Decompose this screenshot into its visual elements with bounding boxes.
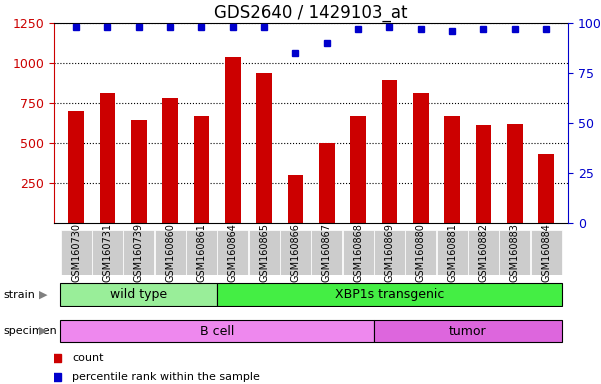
Bar bbox=[413, 93, 429, 223]
Text: specimen: specimen bbox=[3, 326, 56, 336]
Text: strain: strain bbox=[3, 290, 35, 300]
FancyBboxPatch shape bbox=[374, 230, 405, 275]
FancyBboxPatch shape bbox=[280, 230, 311, 275]
FancyBboxPatch shape bbox=[531, 230, 561, 275]
FancyBboxPatch shape bbox=[468, 230, 499, 275]
Text: GSM160730: GSM160730 bbox=[71, 223, 81, 282]
FancyBboxPatch shape bbox=[311, 230, 342, 275]
Bar bbox=[256, 73, 272, 223]
Text: ▶: ▶ bbox=[39, 290, 47, 300]
FancyBboxPatch shape bbox=[217, 283, 562, 306]
Text: percentile rank within the sample: percentile rank within the sample bbox=[72, 372, 260, 382]
FancyBboxPatch shape bbox=[61, 230, 91, 275]
Text: XBP1s transgenic: XBP1s transgenic bbox=[335, 288, 444, 301]
Text: wild type: wild type bbox=[110, 288, 167, 301]
Bar bbox=[100, 93, 115, 223]
Text: ▶: ▶ bbox=[39, 326, 47, 336]
FancyBboxPatch shape bbox=[374, 320, 562, 343]
Bar bbox=[319, 143, 335, 223]
Text: GSM160865: GSM160865 bbox=[259, 223, 269, 282]
Text: GSM160739: GSM160739 bbox=[133, 223, 144, 282]
FancyBboxPatch shape bbox=[405, 230, 436, 275]
Bar bbox=[538, 154, 554, 223]
FancyBboxPatch shape bbox=[217, 230, 248, 275]
FancyBboxPatch shape bbox=[186, 230, 217, 275]
Title: GDS2640 / 1429103_at: GDS2640 / 1429103_at bbox=[215, 4, 407, 22]
Text: GSM160864: GSM160864 bbox=[228, 223, 237, 282]
Text: GSM160861: GSM160861 bbox=[197, 223, 206, 282]
Bar bbox=[350, 116, 366, 223]
FancyBboxPatch shape bbox=[248, 230, 279, 275]
Text: GSM160866: GSM160866 bbox=[290, 223, 300, 282]
Bar bbox=[507, 124, 522, 223]
Text: GSM160869: GSM160869 bbox=[385, 223, 394, 282]
Text: GSM160881: GSM160881 bbox=[447, 223, 457, 282]
Text: GSM160880: GSM160880 bbox=[416, 223, 426, 282]
Text: GSM160860: GSM160860 bbox=[165, 223, 175, 282]
Text: GSM160882: GSM160882 bbox=[478, 223, 489, 282]
Text: GSM160884: GSM160884 bbox=[541, 223, 551, 282]
Text: GSM160883: GSM160883 bbox=[510, 223, 520, 282]
Text: tumor: tumor bbox=[449, 325, 486, 338]
Text: B cell: B cell bbox=[200, 325, 234, 338]
FancyBboxPatch shape bbox=[60, 283, 217, 306]
Bar bbox=[382, 80, 397, 223]
Text: GSM160867: GSM160867 bbox=[322, 223, 332, 282]
Text: GSM160731: GSM160731 bbox=[102, 223, 112, 282]
Bar bbox=[225, 56, 240, 223]
Bar bbox=[475, 125, 491, 223]
Text: count: count bbox=[72, 353, 104, 363]
Bar bbox=[162, 98, 178, 223]
Bar bbox=[131, 120, 147, 223]
FancyBboxPatch shape bbox=[92, 230, 123, 275]
Bar bbox=[287, 175, 303, 223]
FancyBboxPatch shape bbox=[499, 230, 530, 275]
Text: GSM160868: GSM160868 bbox=[353, 223, 363, 282]
FancyBboxPatch shape bbox=[154, 230, 186, 275]
Bar bbox=[444, 116, 460, 223]
Bar bbox=[194, 116, 209, 223]
FancyBboxPatch shape bbox=[436, 230, 468, 275]
Bar bbox=[68, 111, 84, 223]
FancyBboxPatch shape bbox=[123, 230, 154, 275]
FancyBboxPatch shape bbox=[60, 320, 374, 343]
FancyBboxPatch shape bbox=[343, 230, 374, 275]
